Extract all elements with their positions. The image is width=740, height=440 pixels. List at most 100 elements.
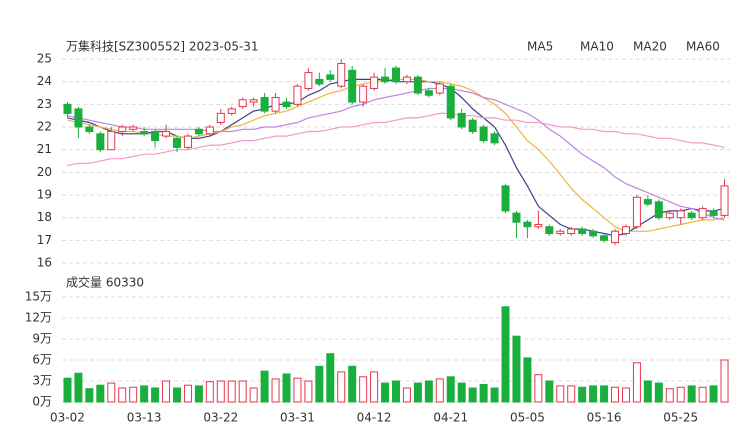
volume-bar bbox=[556, 385, 565, 403]
candle-body bbox=[63, 103, 72, 114]
candle-body bbox=[326, 74, 335, 80]
volume-bar bbox=[85, 388, 94, 403]
volume-bar bbox=[370, 371, 379, 403]
candle-body bbox=[632, 196, 641, 228]
volume-bar bbox=[402, 387, 411, 403]
volume-bar bbox=[107, 382, 116, 403]
ma-line bbox=[67, 112, 725, 167]
candle-body bbox=[216, 112, 225, 123]
candle-body bbox=[512, 212, 521, 223]
candle-body bbox=[337, 63, 346, 87]
volume-bar bbox=[643, 380, 652, 403]
candle-body bbox=[282, 101, 291, 108]
volume-bar bbox=[446, 376, 455, 403]
volume-bar bbox=[359, 376, 368, 403]
y-tick-label: 18 bbox=[37, 210, 52, 224]
legend-label: MA20 bbox=[633, 40, 667, 54]
volume-bar bbox=[238, 380, 247, 403]
volume-bar bbox=[545, 380, 554, 403]
y-tick-label: 21 bbox=[37, 142, 52, 156]
y-tick-label: 12万 bbox=[25, 311, 52, 325]
candle-body bbox=[118, 126, 127, 133]
volume-bar bbox=[676, 386, 685, 403]
candle-body bbox=[293, 85, 302, 105]
volume-bar bbox=[129, 386, 138, 403]
volume-bar bbox=[457, 382, 466, 403]
volume-bar bbox=[392, 380, 400, 403]
candle-body bbox=[413, 76, 422, 94]
candle-body bbox=[162, 131, 171, 137]
volume-bar bbox=[381, 382, 390, 403]
volume-bar bbox=[140, 385, 149, 403]
volume-bar bbox=[348, 365, 357, 403]
volume-bar bbox=[578, 386, 587, 403]
volume-bar bbox=[611, 386, 620, 403]
candle-body bbox=[545, 226, 554, 235]
candle-body bbox=[74, 108, 83, 128]
candle-body bbox=[523, 221, 532, 228]
candle-body bbox=[85, 126, 94, 133]
candle-body bbox=[534, 223, 543, 228]
candle-body bbox=[698, 208, 707, 219]
candle-body bbox=[446, 85, 455, 119]
x-tick-label: 03-02 bbox=[50, 411, 85, 425]
candle-body bbox=[348, 69, 357, 103]
x-tick-label: 03-31 bbox=[280, 411, 315, 425]
candle-body bbox=[468, 119, 477, 133]
volume-bar bbox=[501, 306, 510, 403]
volume-bar bbox=[435, 378, 444, 403]
volume-bar bbox=[151, 387, 160, 403]
candle-body bbox=[381, 76, 390, 83]
y-tick-label: 17 bbox=[37, 233, 52, 247]
candle-body bbox=[249, 99, 258, 103]
volume-bar bbox=[665, 388, 674, 403]
volume-bar bbox=[490, 387, 499, 403]
x-tick-label: 05-16 bbox=[587, 411, 622, 425]
candle-body bbox=[600, 235, 609, 241]
candle-body bbox=[172, 137, 181, 148]
volume-bar bbox=[709, 385, 718, 403]
x-tick-label: 05-05 bbox=[510, 411, 545, 425]
y-tick-label: 6万 bbox=[32, 353, 52, 367]
candle-body bbox=[183, 135, 192, 148]
candle-body bbox=[720, 185, 729, 216]
x-tick-label: 03-22 bbox=[203, 411, 238, 425]
candle-body bbox=[359, 85, 368, 103]
x-tick-label: 04-12 bbox=[357, 411, 392, 425]
candle-body bbox=[370, 76, 379, 89]
volume-title: 成交量 60330 bbox=[66, 275, 144, 290]
volume-bar bbox=[183, 384, 192, 403]
candle-body bbox=[611, 230, 620, 244]
candle-body bbox=[96, 133, 105, 151]
volume-bar bbox=[249, 387, 258, 403]
candle-body bbox=[194, 128, 203, 135]
candle-body bbox=[556, 230, 565, 235]
candle-body bbox=[578, 228, 587, 235]
volume-bar bbox=[654, 382, 663, 403]
volume-bar bbox=[118, 387, 127, 403]
legend-label: MA5 bbox=[527, 40, 553, 54]
y-tick-label: 25 bbox=[37, 52, 52, 66]
candle-body bbox=[140, 131, 149, 135]
volume-bar bbox=[326, 353, 335, 403]
candle-body bbox=[457, 112, 466, 128]
volume-bar bbox=[260, 370, 269, 403]
volume-bar bbox=[534, 374, 543, 403]
y-tick-label: 0万 bbox=[32, 395, 52, 409]
volume-bar bbox=[523, 357, 532, 403]
candle-body bbox=[304, 72, 313, 89]
volume-bar bbox=[315, 365, 324, 403]
volume-bar bbox=[621, 387, 630, 403]
candle-body bbox=[567, 228, 576, 235]
ma-line bbox=[67, 87, 725, 221]
volume-bar bbox=[293, 377, 302, 403]
volume-bar bbox=[600, 385, 609, 403]
y-tick-label: 22 bbox=[37, 120, 52, 134]
y-tick-label: 9万 bbox=[32, 332, 52, 346]
candle-body bbox=[107, 131, 116, 151]
volume-bar bbox=[512, 335, 521, 403]
volume-bar bbox=[479, 384, 488, 403]
volume-bar bbox=[74, 372, 83, 403]
volume-bar bbox=[337, 371, 346, 403]
